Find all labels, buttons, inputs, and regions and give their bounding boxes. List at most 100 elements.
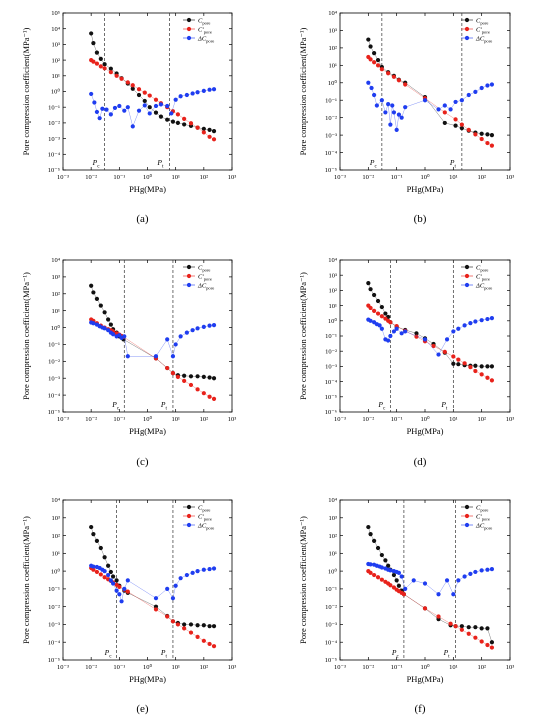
data-point [485, 567, 490, 572]
data-point [89, 283, 94, 288]
data-point [375, 63, 381, 68]
x-axis-label: PHg(MPa) [407, 184, 444, 194]
data-point [108, 569, 113, 575]
plot-frame [339, 499, 511, 661]
series-line [368, 283, 492, 367]
data-point [102, 575, 107, 580]
data-point [456, 357, 461, 362]
y-tick-label: 10⁰ [51, 88, 61, 96]
data-point [184, 572, 189, 578]
data-point [436, 614, 441, 619]
threshold-label: Pt [156, 158, 164, 169]
x-tick-label: 10⁰ [143, 663, 153, 671]
threshold-label: Pc [369, 158, 378, 169]
y-tick-label: 10³ [329, 515, 338, 522]
data-point [188, 382, 194, 388]
data-point [372, 292, 377, 298]
data-point [89, 524, 94, 530]
data-point [165, 614, 170, 619]
data-point [201, 88, 206, 93]
data-point [485, 83, 490, 88]
data-point [466, 631, 471, 636]
series-line [90, 88, 215, 128]
data-point [175, 622, 180, 627]
data-point [473, 635, 478, 640]
y-tick-label: 10⁻⁵ [48, 409, 60, 416]
series-line [90, 33, 215, 132]
y-tick-label: 10⁻¹ [48, 342, 60, 349]
plot-frame [339, 12, 511, 171]
data-point [399, 574, 404, 579]
data-point [396, 78, 402, 83]
data-point [211, 137, 217, 142]
data-point [184, 92, 189, 98]
data-point [188, 121, 194, 126]
data-point [462, 323, 467, 328]
data-point [188, 374, 194, 379]
data-point [368, 562, 373, 567]
data-point [466, 92, 471, 98]
x-tick-label: 10² [477, 174, 486, 181]
data-point [175, 120, 180, 125]
data-point [479, 318, 484, 323]
y-tick-label: 10⁴ [328, 10, 338, 17]
data-point [98, 572, 103, 577]
legend-label: C′pore [476, 27, 490, 35]
data-point [388, 320, 393, 325]
x-tick-label: 10⁰ [143, 415, 153, 423]
data-point [182, 122, 187, 127]
data-point [165, 337, 170, 342]
legend-marker [186, 26, 192, 32]
data-point [399, 331, 404, 336]
data-point [136, 92, 142, 98]
data-point [459, 624, 464, 629]
legend-marker [464, 504, 470, 510]
data-point [431, 343, 436, 349]
data-point [489, 640, 495, 645]
data-point [106, 328, 111, 333]
data-point [169, 111, 174, 116]
data-point [114, 588, 119, 593]
data-point [459, 98, 464, 103]
data-point [403, 105, 408, 110]
data-point [473, 132, 478, 137]
y-tick-label: 10⁰ [51, 324, 61, 332]
data-point [485, 626, 490, 631]
data-point [175, 374, 180, 379]
y-tick-label: 10² [52, 533, 61, 540]
data-point [394, 578, 399, 583]
data-point [388, 333, 393, 339]
data-point [94, 538, 100, 544]
panel-label: (c) [136, 456, 149, 468]
x-tick-label: 10⁻² [85, 664, 97, 671]
data-point [94, 296, 100, 301]
x-tick-label: 10⁻³ [334, 416, 346, 423]
data-point [459, 627, 464, 632]
data-point [102, 569, 107, 574]
data-point [479, 372, 484, 377]
data-point [195, 634, 200, 639]
data-point [379, 577, 384, 582]
data-point [102, 62, 107, 67]
data-point [184, 330, 189, 335]
data-point [468, 571, 473, 576]
data-point [436, 352, 441, 357]
data-point [456, 578, 461, 583]
data-point [485, 364, 490, 369]
data-point [211, 322, 217, 328]
legend-marker [186, 504, 192, 510]
data-point [98, 64, 103, 69]
data-point [117, 584, 122, 589]
x-tick-label: 10³ [228, 174, 237, 181]
data-point [211, 129, 217, 134]
data-point [379, 314, 384, 319]
x-tick-label: 10⁻¹ [391, 416, 403, 423]
data-point [178, 334, 183, 339]
data-point [175, 112, 180, 117]
data-point [444, 337, 450, 342]
data-point [170, 119, 176, 124]
data-point [190, 328, 195, 333]
chart-panel: 10⁻³ 10⁻² 10⁻¹ 10⁰ 10¹ 10² 10³ 10⁻⁵ 10⁻⁴ 10⁻³ 10⁻²… [298, 497, 514, 715]
